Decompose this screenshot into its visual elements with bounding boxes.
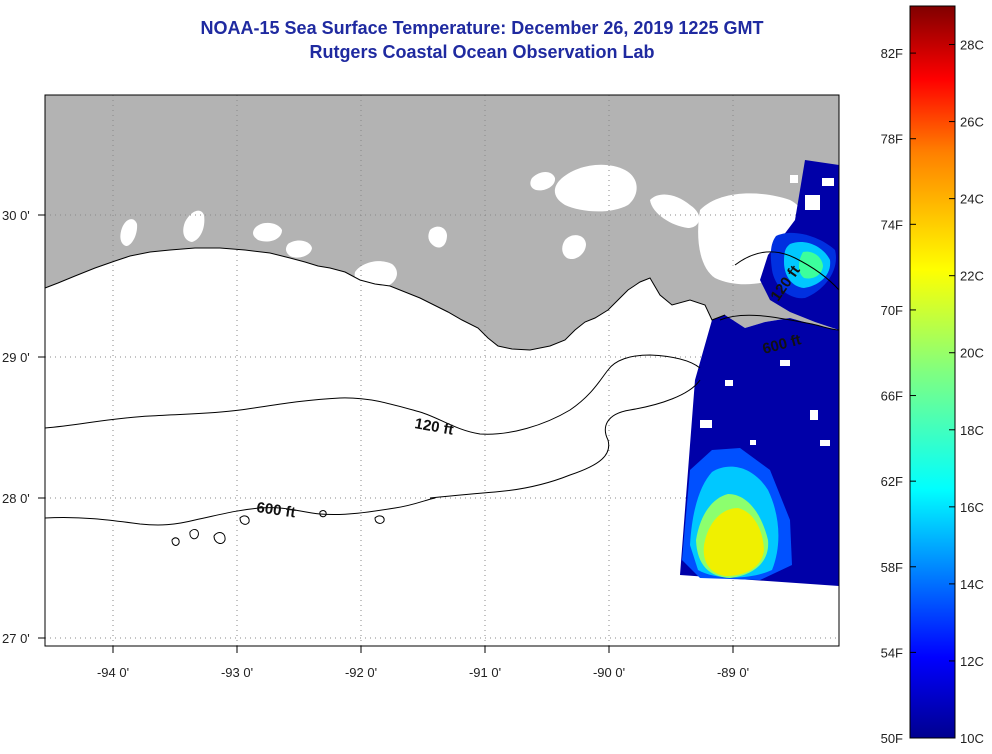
lon-label-89: -89 0' xyxy=(717,665,749,680)
lat-label-28: 28 0' xyxy=(2,491,30,506)
contour-label-600ft: 600 ft xyxy=(255,499,296,521)
lon-label-94: -94 0' xyxy=(97,665,129,680)
contour-120ft-east xyxy=(429,379,701,499)
contour-600ft-line xyxy=(44,497,436,526)
map-title: NOAA-15 Sea Surface Temperature: Decembe… xyxy=(200,18,764,38)
lat-label-29: 29 0' xyxy=(2,350,30,365)
lon-label-90: -90 0' xyxy=(593,665,625,680)
map-subtitle: Rutgers Coastal Ocean Observation Lab xyxy=(309,42,655,62)
map-frame xyxy=(44,94,840,647)
land-mass xyxy=(45,95,839,350)
lake-maurepas xyxy=(530,172,556,191)
borgne-inlet xyxy=(650,194,700,228)
axis-ticks xyxy=(38,214,734,653)
contour-600ft-islands xyxy=(171,510,385,546)
calcasieu-lake xyxy=(120,219,138,246)
grand-lake xyxy=(285,240,312,258)
lake-pontchartrain xyxy=(554,164,637,212)
contour-label-120ft: 120 ft xyxy=(413,415,455,439)
lat-label-30: 30 0' xyxy=(2,208,30,223)
contour-120ft-line xyxy=(44,354,701,435)
lat-label-27: 27 0' xyxy=(2,631,30,646)
white-lake xyxy=(253,222,282,242)
coastline xyxy=(44,247,726,351)
atchafalaya-bay xyxy=(428,226,447,248)
lake-salvador xyxy=(562,235,586,260)
contour-east-outline xyxy=(719,251,840,331)
sst-swath xyxy=(680,160,839,586)
sabine-bay xyxy=(183,210,205,242)
lon-label-91: -91 0' xyxy=(469,665,501,680)
lon-label-93: -93 0' xyxy=(221,665,253,680)
lon-label-92: -92 0' xyxy=(345,665,377,680)
